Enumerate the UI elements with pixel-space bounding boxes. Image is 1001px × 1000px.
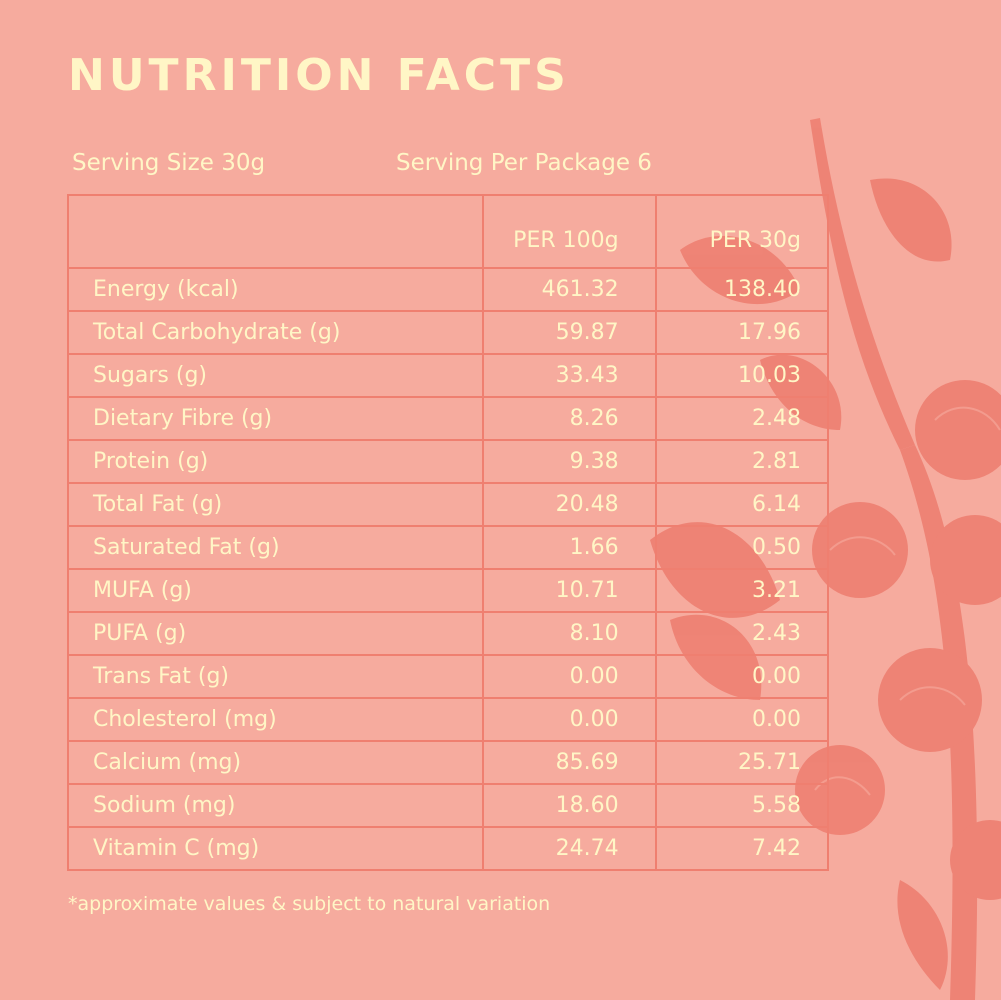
- table-row: Calcium (mg) 85.69 25.71: [67, 740, 830, 785]
- header-per-100g: PER 100g: [481, 194, 657, 269]
- table-row: Trans Fat (g) 0.00 0.00: [67, 654, 830, 699]
- value-per-30g: 2.43: [654, 611, 830, 656]
- value-per-30g: 6.14: [654, 482, 830, 527]
- table-row: Total Fat (g) 20.48 6.14: [67, 482, 830, 527]
- nutrient-name: Energy (kcal): [67, 267, 484, 312]
- table-row: PUFA (g) 8.10 2.43: [67, 611, 830, 656]
- value-per-30g: 5.58: [654, 783, 830, 828]
- serving-per-package: Serving Per Package 6: [396, 150, 652, 176]
- value-per-100g: 9.38: [481, 439, 657, 484]
- table-row: Protein (g) 9.38 2.81: [67, 439, 830, 484]
- nutrient-name: Calcium (mg): [67, 740, 484, 785]
- value-per-100g: 33.43: [481, 353, 657, 398]
- value-per-30g: 10.03: [654, 353, 830, 398]
- value-per-100g: 461.32: [481, 267, 657, 312]
- nutrient-name: MUFA (g): [67, 568, 484, 613]
- table-row: MUFA (g) 10.71 3.21: [67, 568, 830, 613]
- nutrient-name: Trans Fat (g): [67, 654, 484, 699]
- value-per-30g: 0.00: [654, 697, 830, 742]
- nutrient-name: Protein (g): [67, 439, 484, 484]
- value-per-100g: 24.74: [481, 826, 657, 871]
- value-per-100g: 1.66: [481, 525, 657, 570]
- table-row: Sugars (g) 33.43 10.03: [67, 353, 830, 398]
- value-per-100g: 18.60: [481, 783, 657, 828]
- table-row: Dietary Fibre (g) 8.26 2.48: [67, 396, 830, 441]
- value-per-30g: 2.81: [654, 439, 830, 484]
- value-per-30g: 3.21: [654, 568, 830, 613]
- value-per-100g: 0.00: [481, 697, 657, 742]
- nutrient-name: Sodium (mg): [67, 783, 484, 828]
- page-title: NUTRITION FACTS: [68, 50, 570, 101]
- nutrient-name: Dietary Fibre (g): [67, 396, 484, 441]
- value-per-100g: 10.71: [481, 568, 657, 613]
- table-row: Vitamin C (mg) 24.74 7.42: [67, 826, 830, 871]
- value-per-100g: 20.48: [481, 482, 657, 527]
- footnote: *approximate values & subject to natural…: [68, 893, 551, 915]
- table-row: Cholesterol (mg) 0.00 0.00: [67, 697, 830, 742]
- nutrient-name: Cholesterol (mg): [67, 697, 484, 742]
- value-per-30g: 2.48: [654, 396, 830, 441]
- table-header-row: PER 100g PER 30g: [67, 194, 830, 269]
- nutrient-name: Total Carbohydrate (g): [67, 310, 484, 355]
- nutrient-name: Sugars (g): [67, 353, 484, 398]
- table-row: Energy (kcal) 461.32 138.40: [67, 267, 830, 312]
- value-per-100g: 8.26: [481, 396, 657, 441]
- value-per-30g: 7.42: [654, 826, 830, 871]
- value-per-30g: 17.96: [654, 310, 830, 355]
- nutrient-name: Saturated Fat (g): [67, 525, 484, 570]
- nutrient-name: Total Fat (g): [67, 482, 484, 527]
- table-row: Total Carbohydrate (g) 59.87 17.96: [67, 310, 830, 355]
- value-per-100g: 0.00: [481, 654, 657, 699]
- table-row: Saturated Fat (g) 1.66 0.50: [67, 525, 830, 570]
- nutrition-table: PER 100g PER 30g Energy (kcal) 461.32 138.…: [67, 194, 830, 871]
- table-row: Sodium (mg) 18.60 5.58: [67, 783, 830, 828]
- header-nutrient: [67, 194, 484, 269]
- value-per-30g: 138.40: [654, 267, 830, 312]
- serving-size: Serving Size 30g: [72, 150, 266, 176]
- nutrient-name: Vitamin C (mg): [67, 826, 484, 871]
- value-per-100g: 59.87: [481, 310, 657, 355]
- value-per-30g: 0.50: [654, 525, 830, 570]
- value-per-30g: 25.71: [654, 740, 830, 785]
- value-per-30g: 0.00: [654, 654, 830, 699]
- header-per-30g: PER 30g: [654, 194, 830, 269]
- value-per-100g: 85.69: [481, 740, 657, 785]
- value-per-100g: 8.10: [481, 611, 657, 656]
- nutrient-name: PUFA (g): [67, 611, 484, 656]
